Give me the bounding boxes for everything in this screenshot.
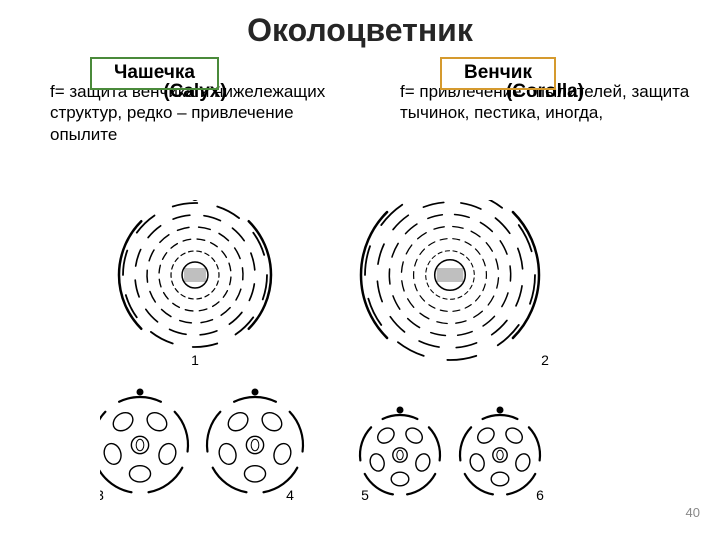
svg-text:4: 4 — [286, 487, 294, 503]
left-column: Чашечка (Calyx) f= защита венчика и ниже… — [50, 57, 340, 145]
svg-text:3: 3 — [100, 487, 104, 503]
page-title: Околоцветник — [0, 0, 720, 49]
right-column: Венчик (Corolla) f= привлечение опылител… — [400, 57, 690, 145]
svg-text:6: 6 — [536, 487, 544, 503]
corolla-label-box: Венчик — [440, 57, 556, 90]
floral-diagrams: 1 2 3 4 5 6 — [100, 200, 660, 520]
calyx-label-box: Чашечка — [90, 57, 219, 90]
page-number: 40 — [686, 505, 700, 520]
corolla-label-line1: Венчик — [464, 63, 532, 84]
calyx-label-line1: Чашечка — [114, 63, 195, 84]
svg-text:5: 5 — [361, 487, 369, 503]
two-column-layout: Чашечка (Calyx) f= защита венчика и ниже… — [0, 49, 720, 145]
calyx-description: f= защита венчика и нижележащих структур… — [50, 81, 340, 145]
svg-text:1: 1 — [191, 352, 199, 368]
svg-text:2: 2 — [541, 352, 549, 368]
